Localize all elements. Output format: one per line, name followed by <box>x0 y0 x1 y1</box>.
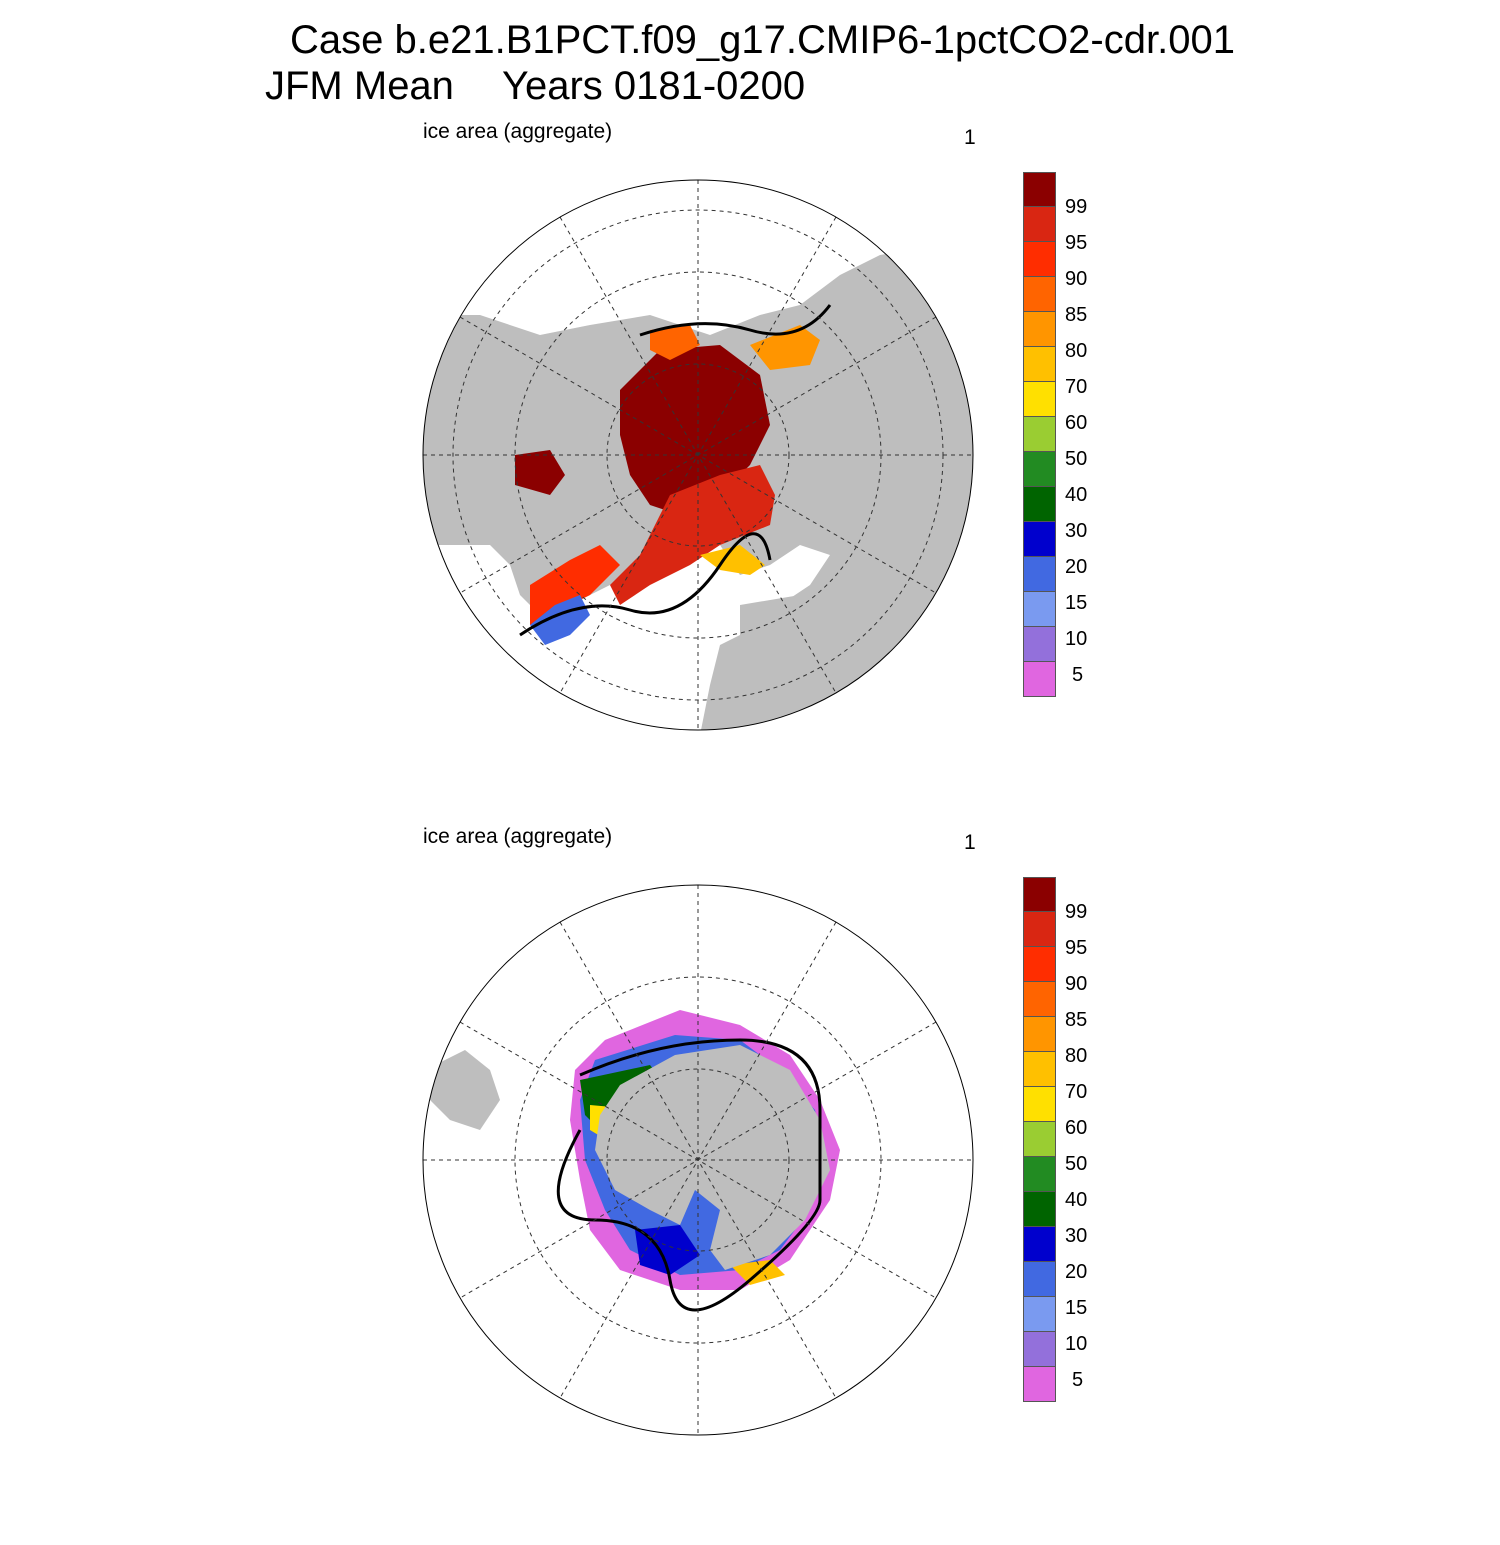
colorbar-label: 20 <box>1065 556 1088 578</box>
colorbar-label: 85 <box>1065 1009 1088 1031</box>
colorbar-label: 70 <box>1065 1081 1088 1103</box>
north-ice-labrador <box>530 545 620 625</box>
colorbar-label: 30 <box>1065 520 1088 542</box>
colorbar-swatch <box>1023 172 1056 207</box>
colorbar-label: 80 <box>1065 340 1088 362</box>
south-right-label: 1 <box>964 831 976 854</box>
colorbar-swatch <box>1023 982 1056 1017</box>
colorbar-swatch <box>1023 242 1056 277</box>
colorbar-label: 85 <box>1065 304 1088 326</box>
years-label: Years 0181-0200 <box>501 64 806 108</box>
figure-title: Case b.e21.B1PCT.f09_g17.CMIP6-1pctCO2-c… <box>290 18 1235 62</box>
colorbar-swatch <box>1023 1122 1056 1157</box>
colorbar-label: 70 <box>1065 376 1088 398</box>
north-polar-map <box>422 179 974 731</box>
colorbar-swatch <box>1023 277 1056 312</box>
colorbar-swatch <box>1023 1052 1056 1087</box>
north-ice-edge-a <box>530 595 590 645</box>
south-colorbar <box>1023 877 1056 1402</box>
colorbar-label: 95 <box>1065 232 1088 254</box>
north-field-label: ice area (aggregate) <box>423 120 613 143</box>
colorbar-swatch <box>1023 1017 1056 1052</box>
colorbar-label: 60 <box>1065 412 1088 434</box>
colorbar-label: 5 <box>1072 1369 1084 1391</box>
colorbar-swatch <box>1023 1367 1056 1402</box>
colorbar-label: 15 <box>1065 1297 1088 1319</box>
colorbar-swatch <box>1023 877 1056 912</box>
colorbar-label: 50 <box>1065 1153 1088 1175</box>
north-ice-margin-pacific <box>639 304 832 337</box>
colorbar-swatch <box>1023 1297 1056 1332</box>
colorbar-swatch <box>1023 627 1056 662</box>
north-ice-hudson <box>515 450 565 495</box>
south-field-label: ice area (aggregate) <box>423 825 613 848</box>
colorbar-swatch <box>1023 1332 1056 1367</box>
colorbar-label: 90 <box>1065 268 1088 290</box>
colorbar-swatch <box>1023 557 1056 592</box>
colorbar-swatch <box>1023 417 1056 452</box>
north-ice-atlantic <box>610 465 775 605</box>
colorbar-label: 10 <box>1065 628 1088 650</box>
colorbar-label: 99 <box>1065 196 1088 218</box>
south-panel: ice area (aggregate) 1 <box>0 825 1500 1545</box>
colorbar-swatch <box>1023 522 1056 557</box>
colorbar-label: 95 <box>1065 937 1088 959</box>
north-panel: ice area (aggregate) 1 <box>0 120 1500 840</box>
colorbar-label: 60 <box>1065 1117 1088 1139</box>
colorbar-label: 15 <box>1065 592 1088 614</box>
colorbar-label: 40 <box>1065 484 1088 506</box>
colorbar-swatch <box>1023 1192 1056 1227</box>
colorbar-label: 30 <box>1065 1225 1088 1247</box>
colorbar-label: 20 <box>1065 1261 1088 1283</box>
colorbar-label: 99 <box>1065 901 1088 923</box>
colorbar-label: 90 <box>1065 973 1088 995</box>
north-land-siberia <box>740 595 840 665</box>
colorbar-swatch <box>1023 312 1056 347</box>
colorbar-swatch <box>1023 1157 1056 1192</box>
colorbar-swatch <box>1023 1087 1056 1122</box>
colorbar-swatch <box>1023 487 1056 522</box>
colorbar-swatch <box>1023 382 1056 417</box>
south-polar-map <box>422 884 974 1436</box>
north-colorbar <box>1023 172 1056 697</box>
colorbar-swatch <box>1023 912 1056 947</box>
north-ice-margin <box>519 532 772 637</box>
figure-subtitle: JFM Mean Years 0181-0200 <box>265 64 805 109</box>
north-ice-okhotsk <box>750 325 820 370</box>
colorbar-swatch <box>1023 347 1056 382</box>
north-ice-edge-b <box>700 545 765 575</box>
colorbar-swatch <box>1023 1227 1056 1262</box>
north-right-label: 1 <box>964 126 976 149</box>
colorbar-swatch <box>1023 452 1056 487</box>
colorbar-label: 50 <box>1065 448 1088 470</box>
colorbar-label: 40 <box>1065 1189 1088 1211</box>
colorbar-swatch <box>1023 592 1056 627</box>
colorbar-swatch <box>1023 662 1056 697</box>
colorbar-label: 5 <box>1072 664 1084 686</box>
colorbar-label: 10 <box>1065 1333 1088 1355</box>
colorbar-label: 80 <box>1065 1045 1088 1067</box>
south-land-southamerica <box>430 1050 500 1130</box>
season-label: JFM Mean <box>265 64 454 108</box>
colorbar-swatch <box>1023 947 1056 982</box>
north-ice-bering <box>650 325 700 360</box>
colorbar-swatch <box>1023 1262 1056 1297</box>
colorbar-swatch <box>1023 207 1056 242</box>
south-ice-margin <box>556 1038 822 1312</box>
